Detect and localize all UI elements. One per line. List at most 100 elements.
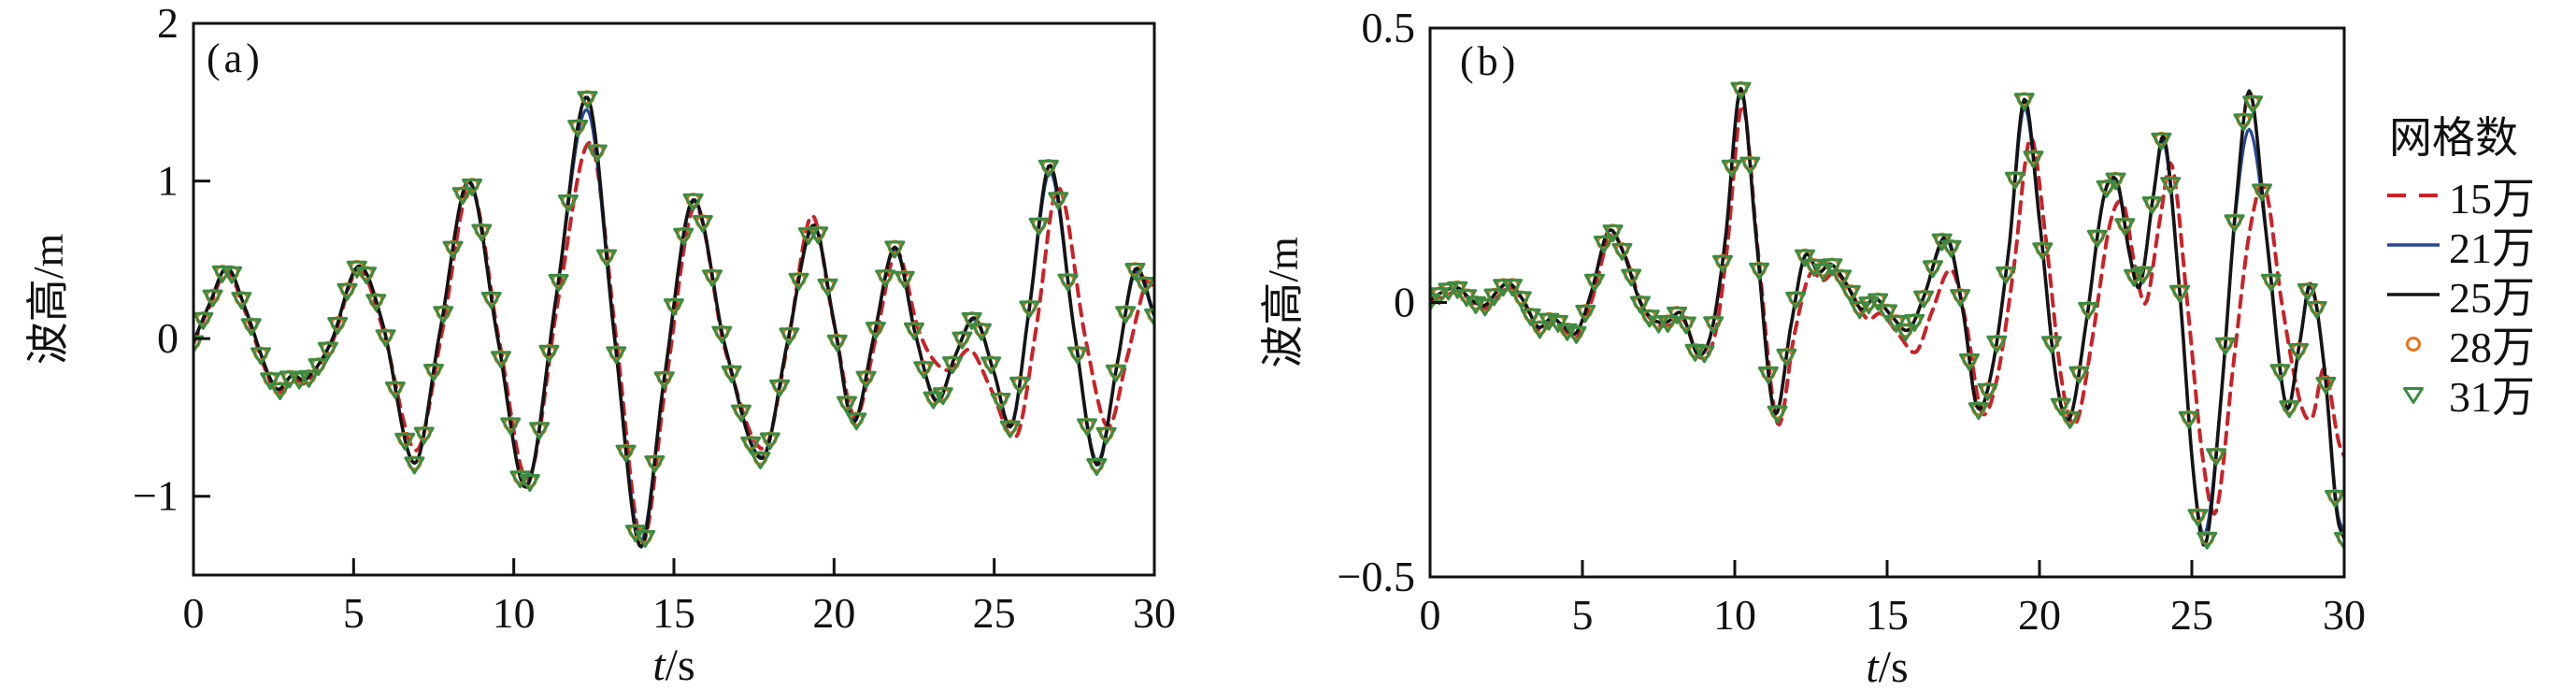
legend-title: 网格数	[2389, 114, 2518, 162]
triangle-down-marker	[2315, 376, 2337, 395]
triangle-down-marker	[1749, 262, 1770, 281]
triangle-down-marker	[2105, 172, 2126, 191]
triangle-down-marker	[336, 282, 358, 301]
x-tick-label: 15	[1866, 591, 1909, 639]
x-tick-label: 5	[1572, 591, 1594, 639]
triangle-down-marker	[750, 452, 771, 469]
y-tick-label: −1	[133, 472, 179, 520]
triangle-down-marker	[2306, 301, 2327, 319]
triangle-down-marker	[1996, 266, 2017, 284]
triangle-down-marker	[1602, 224, 1624, 243]
triangle-down-marker	[1776, 348, 1797, 367]
triangle-down-marker	[1529, 321, 1551, 339]
triangle-down-marker	[2197, 531, 2218, 550]
x-tick-label: 25	[973, 589, 1016, 637]
series-31wan-markers	[193, 91, 1154, 548]
y-tick-label: 0	[157, 314, 179, 362]
triangle-down-marker	[1785, 291, 1807, 310]
triangle-down-marker	[759, 432, 780, 451]
legend-label: 28万	[2449, 323, 2535, 371]
triangle-down-marker	[2242, 95, 2264, 114]
triangle-down-marker	[615, 444, 637, 463]
triangle-down-marker	[2141, 196, 2163, 214]
triangle-down-marker	[721, 365, 742, 383]
triangle-down-marker	[1839, 284, 1861, 303]
triangle-down-marker	[1629, 295, 1651, 314]
triangle-down-marker	[586, 144, 608, 163]
triangle-down-marker	[193, 335, 204, 353]
triangle-down-marker	[1038, 159, 1059, 178]
triangle-down-marker	[1502, 279, 1523, 297]
triangle-down-marker	[817, 278, 838, 296]
x-tick-label: 25	[2170, 591, 2213, 639]
triangle-down-marker	[999, 420, 1021, 439]
triangle-down-marker	[664, 298, 684, 317]
triangle-down-marker	[2252, 183, 2272, 202]
triangle-down-marker	[653, 371, 675, 390]
panel-label: (b)	[1460, 38, 1519, 84]
triangle-down-marker	[1959, 353, 1980, 371]
triangle-down-marker	[1105, 364, 1126, 382]
triangle-down-marker	[1048, 192, 1069, 210]
triangle-down-marker	[1095, 426, 1117, 445]
triangle-down-marker	[1575, 304, 1596, 323]
y-tick-label: 1	[157, 157, 179, 205]
triangle-down-marker	[1877, 304, 1897, 323]
triangle-down-marker	[596, 249, 617, 267]
legend-item-31wan: 31万	[2374, 368, 2576, 421]
triangle-down-marker	[1703, 316, 1724, 335]
triangle-down-marker	[384, 381, 406, 399]
triangle-down-marker	[1694, 345, 1715, 364]
x-tick-label: 10	[1713, 591, 1756, 639]
triangle-down-marker	[2187, 509, 2209, 527]
triangle-down-marker	[557, 194, 579, 212]
triangle-down-marker	[529, 422, 551, 440]
triangle-down-marker	[1667, 306, 1688, 324]
x-axis-label: t/s	[1866, 642, 1908, 691]
triangle-down-marker	[1831, 269, 1853, 288]
triangle-down-marker	[308, 358, 329, 377]
triangle-down-marker	[269, 382, 291, 400]
triangle-down-marker	[567, 120, 589, 137]
triangle-down-marker	[327, 317, 349, 335]
triangle-down-marker	[2032, 242, 2054, 261]
triangle-down-marker	[855, 370, 877, 389]
triangle-down-marker	[442, 240, 464, 259]
x-axis-label: t/s	[652, 641, 694, 690]
triangle-down-marker	[1584, 273, 1605, 292]
legend-label: 31万	[2449, 372, 2535, 421]
triangle-down-marker	[913, 361, 935, 380]
legend-label: 21万	[2449, 223, 2535, 272]
triangle-down-marker	[462, 178, 483, 196]
triangle-down-marker	[875, 269, 896, 288]
triangle-down-marker	[2279, 400, 2300, 419]
y-axis-label: 波高/m	[24, 234, 72, 366]
triangle-down-marker	[1986, 335, 2008, 353]
triangle-down-marker	[2206, 448, 2227, 467]
triangle-down-marker	[1611, 242, 1633, 261]
x-tick-label: 30	[1133, 589, 1176, 637]
triangle-down-marker	[788, 272, 809, 291]
triangle-down-marker	[2178, 410, 2199, 429]
triangle-down-marker	[635, 529, 656, 548]
triangle-down-marker	[222, 266, 243, 284]
triangle-down-marker	[980, 356, 1002, 375]
x-tick-label: 5	[343, 589, 365, 637]
triangle-down-marker	[2059, 410, 2081, 429]
x-tick-label: 0	[1420, 591, 1441, 639]
x-tick-label: 15	[652, 589, 695, 637]
triangle-down-marker	[923, 391, 944, 410]
triangle-down-marker	[2325, 489, 2344, 508]
panel-label: (a)	[207, 36, 264, 81]
x-tick-label: 10	[493, 589, 536, 637]
triangle-down-marker	[2260, 273, 2282, 292]
legend-item-25wan: 25万	[2374, 269, 2576, 322]
triangle-down-marker	[231, 292, 252, 310]
series-31wan-markers	[1430, 81, 2344, 550]
triangle-down-marker	[1430, 287, 1450, 306]
triangle-down-marker	[451, 187, 473, 206]
triangle-down-marker	[2013, 93, 2035, 111]
